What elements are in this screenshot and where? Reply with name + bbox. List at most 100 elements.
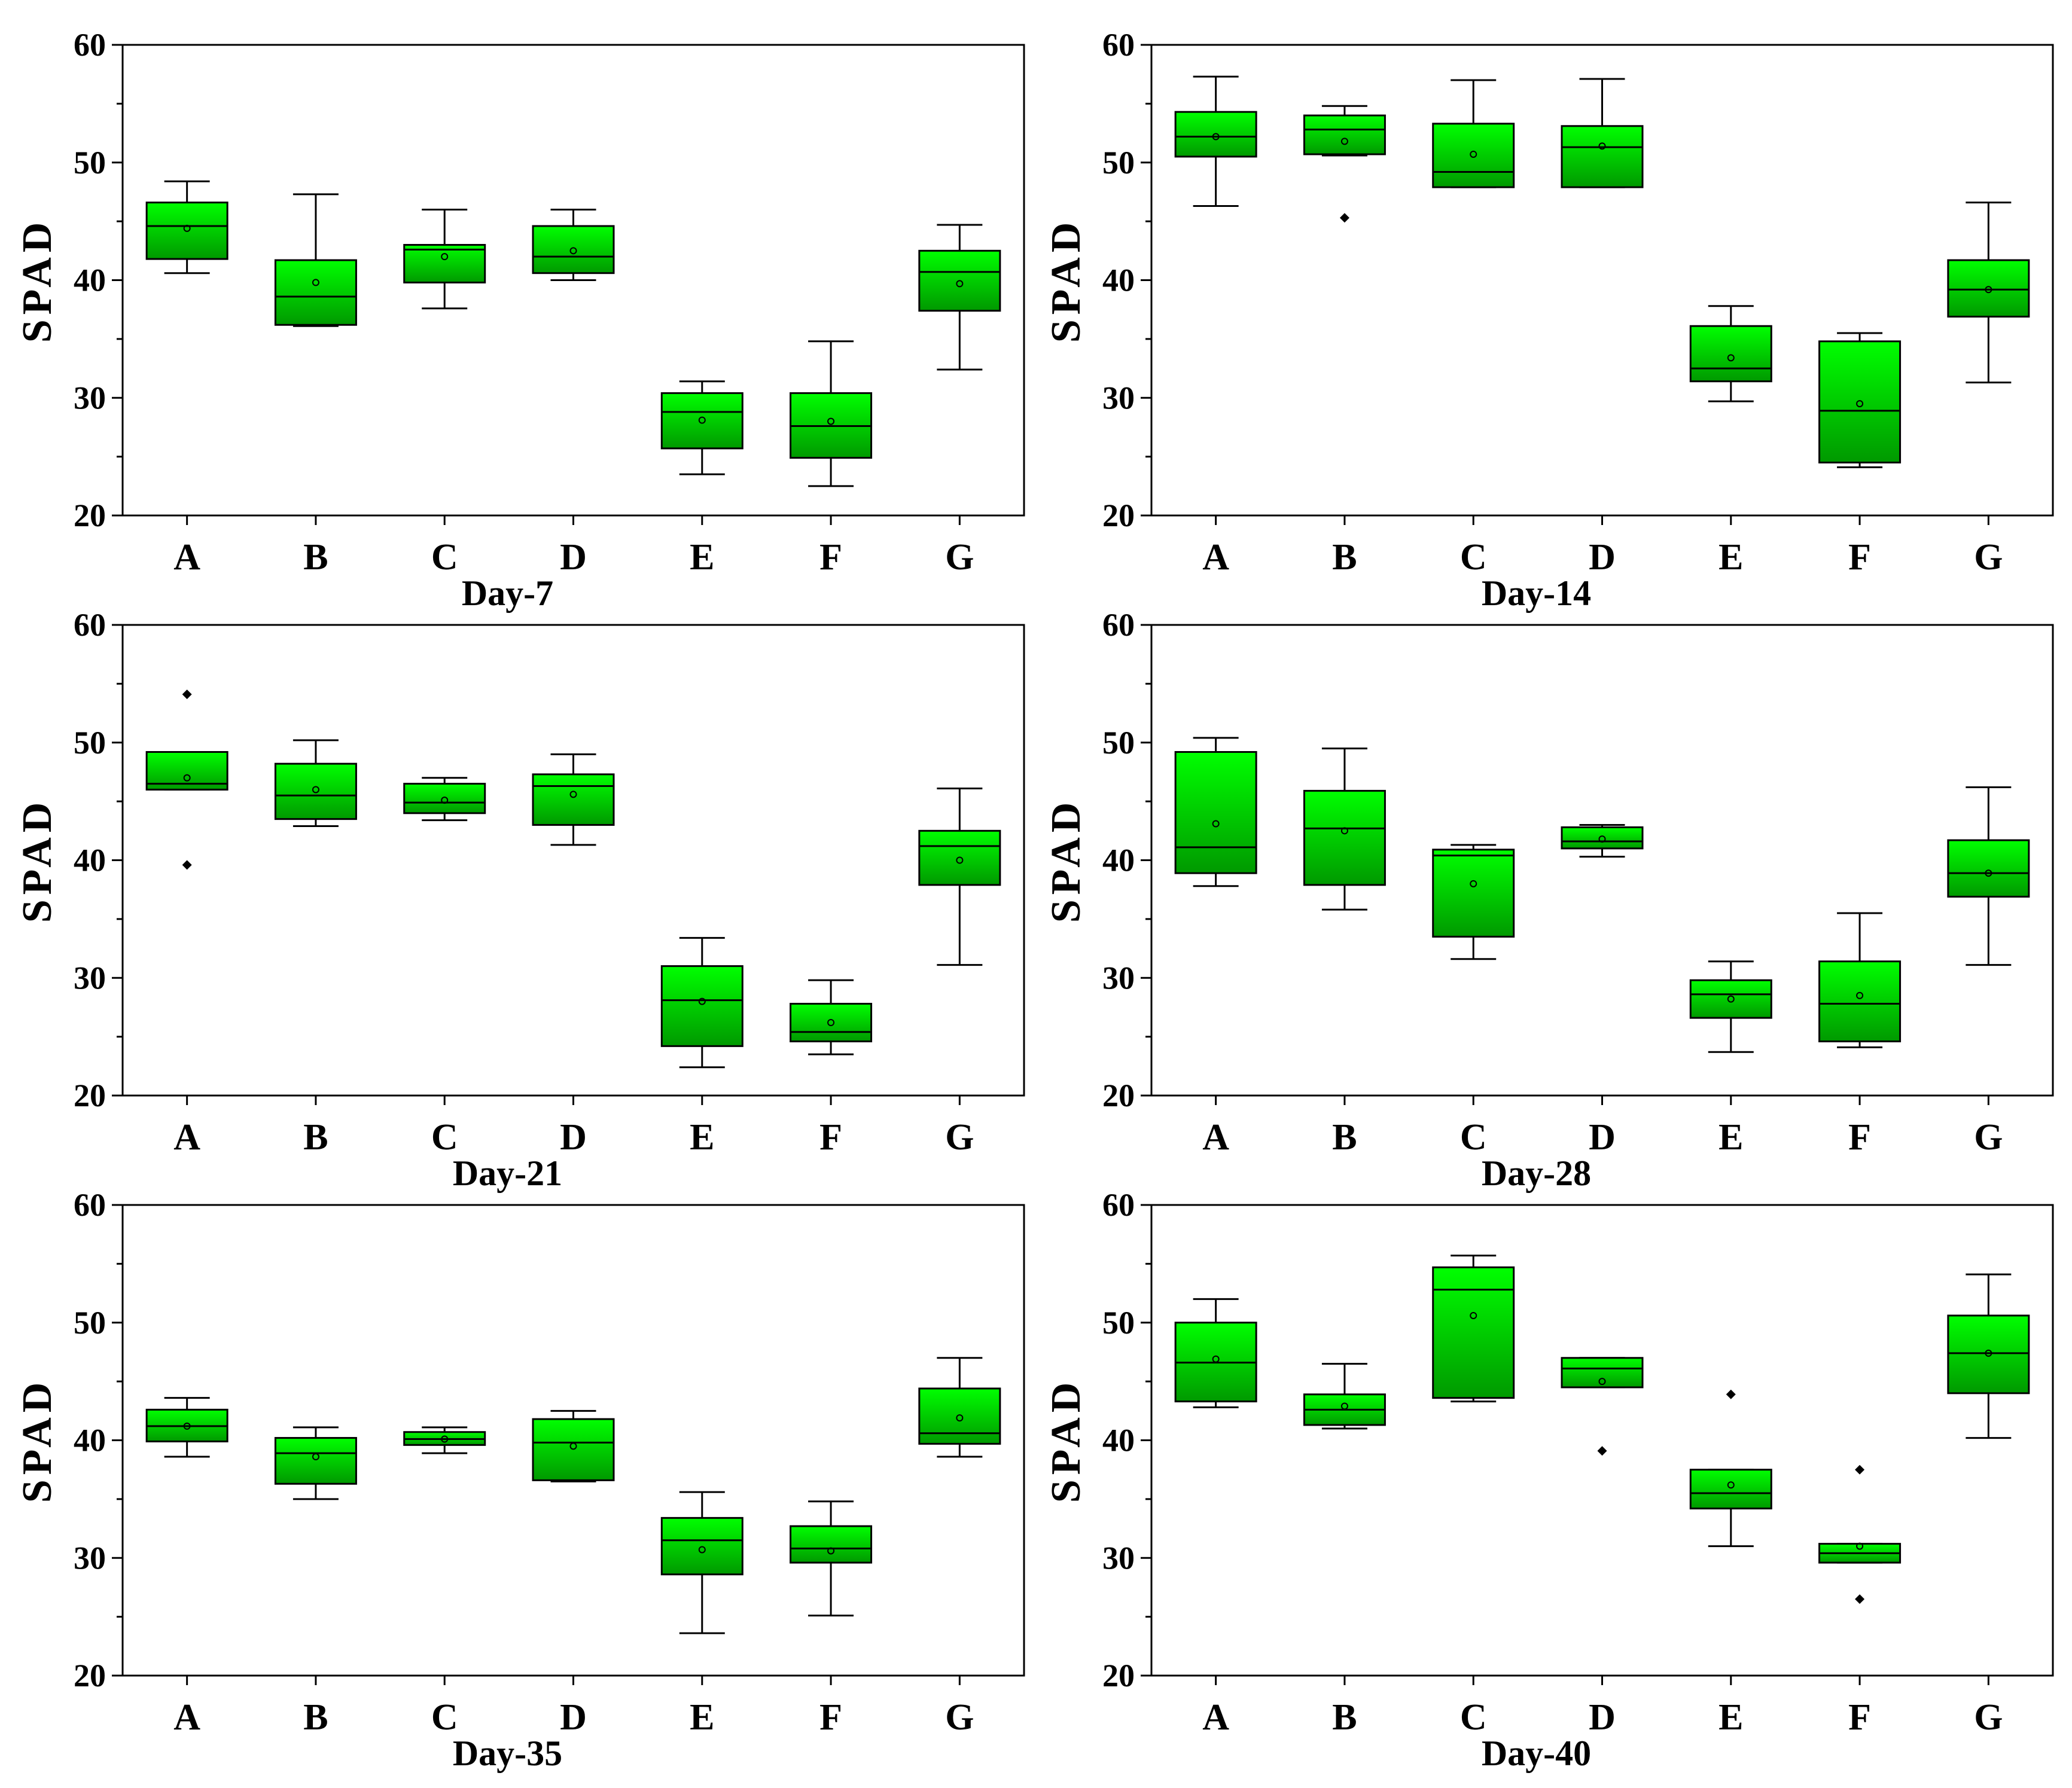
x-tick-label: A <box>1202 537 1229 578</box>
y-tick-label: 40 <box>74 263 106 298</box>
y-tick-label: 60 <box>74 1187 106 1223</box>
iqr-box <box>1432 123 1515 188</box>
outlier-point <box>182 860 192 870</box>
x-tick-label: D <box>1589 1117 1616 1158</box>
y-tick-label: 30 <box>74 960 106 996</box>
x-tick-label: F <box>1848 1697 1871 1738</box>
iqr-box <box>1561 826 1644 850</box>
x-tick-label: D <box>560 1117 587 1158</box>
mean-marker <box>1212 133 1220 141</box>
outlier-point <box>182 689 192 700</box>
iqr-box <box>532 225 615 274</box>
x-tick-label: C <box>1460 1697 1487 1738</box>
mean-marker <box>1856 991 1864 999</box>
box-a: A <box>1174 1298 1257 1738</box>
iqr-box <box>1174 750 1257 874</box>
iqr-box <box>1303 114 1386 155</box>
y-tick-label: 20 <box>74 1658 106 1694</box>
mean-marker <box>1856 400 1864 408</box>
y-tick-label: 50 <box>74 145 106 181</box>
x-tick-label: D <box>560 1697 587 1738</box>
x-tick-label: B <box>1332 537 1357 578</box>
box-c: C <box>403 777 486 1158</box>
mean-marker <box>698 997 706 1005</box>
x-tick-label: B <box>303 1117 328 1158</box>
box-e: E <box>660 1491 744 1738</box>
y-tick-label: 20 <box>74 1078 106 1113</box>
box-d: D <box>532 1409 615 1738</box>
mean-marker <box>956 280 964 288</box>
mean-marker <box>1470 880 1477 887</box>
mean-marker <box>956 856 964 864</box>
x-tick-label: B <box>303 1697 328 1738</box>
x-tick-label: E <box>1718 537 1743 578</box>
mean-marker <box>1340 1402 1348 1410</box>
box-a: A <box>145 689 228 1158</box>
x-tick-label: F <box>819 1117 842 1158</box>
outlier-point <box>1855 1594 1865 1604</box>
y-tick-label: 40 <box>1102 263 1135 298</box>
mean-marker <box>569 1442 577 1450</box>
x-tick-label: D <box>1589 537 1616 578</box>
mean-marker <box>1985 869 1992 877</box>
x-tick-label: F <box>1848 537 1871 578</box>
y-tick-label: 50 <box>1102 1305 1135 1341</box>
box-f: F <box>790 340 873 578</box>
mean-marker <box>441 1435 449 1443</box>
x-axis-title: Day-14 <box>1482 573 1591 613</box>
mean-marker <box>569 791 577 798</box>
chart-panel-day-40: 20 30 40 50 60 SPAD A B C D E F G Day-40 <box>1043 1187 2054 1773</box>
x-tick-label: F <box>1848 1117 1871 1158</box>
iqr-box <box>1947 1314 2030 1395</box>
chart-panel-day-7: 20 30 40 50 60 SPAD A B C D E F G Day-7 <box>14 27 1025 613</box>
x-tick-label: B <box>1332 1117 1357 1158</box>
mean-marker <box>1727 1481 1735 1489</box>
x-tick-label: E <box>1718 1117 1743 1158</box>
box-d: D <box>532 208 615 578</box>
outlier-point <box>1726 1389 1736 1399</box>
iqr-box <box>790 1003 873 1042</box>
box-a: A <box>1174 737 1257 1158</box>
mean-marker <box>183 1422 191 1430</box>
box-g: G <box>918 787 1001 1158</box>
iqr-box <box>1689 325 1772 383</box>
x-tick-label: G <box>1974 1697 2003 1738</box>
box-a: A <box>145 180 228 578</box>
plot-frame <box>121 624 1025 1097</box>
mean-marker <box>1727 995 1735 1003</box>
box-f: F <box>1818 912 1902 1158</box>
box-c: C <box>1432 844 1515 1158</box>
box-b: B <box>1303 747 1386 1158</box>
x-tick-label: D <box>560 537 587 578</box>
box-c: C <box>403 208 486 578</box>
y-tick-label: 60 <box>74 607 106 643</box>
iqr-box <box>1432 849 1515 938</box>
x-tick-label: C <box>431 1117 458 1158</box>
box-g: G <box>918 224 1001 578</box>
y-tick-label: 40 <box>74 1423 106 1459</box>
y-tick-label: 30 <box>74 1540 106 1576</box>
box-e: E <box>1689 1389 1772 1738</box>
box-c: C <box>1432 1255 1515 1738</box>
x-tick-label: F <box>819 537 842 578</box>
y-tick-label: 20 <box>1102 1658 1135 1694</box>
mean-marker <box>1598 142 1606 150</box>
mean-marker <box>441 797 449 804</box>
y-tick-label: 50 <box>1102 145 1135 181</box>
iqr-box <box>145 202 228 260</box>
mean-marker <box>1470 150 1477 158</box>
iqr-box <box>1432 1266 1515 1399</box>
y-tick-label: 20 <box>1102 498 1135 533</box>
iqr-box <box>1174 111 1257 158</box>
y-tick-label: 60 <box>1102 607 1135 643</box>
mean-marker <box>1340 827 1348 835</box>
iqr-box <box>790 1525 873 1564</box>
x-axis-title: Day-40 <box>1482 1734 1591 1773</box>
mean-marker <box>569 247 577 255</box>
x-tick-label: B <box>303 537 328 578</box>
box-d: D <box>1561 78 1644 578</box>
x-tick-label: D <box>1589 1697 1616 1738</box>
box-e: E <box>1689 960 1772 1158</box>
plot-frame <box>1150 1204 2054 1677</box>
y-tick-label: 50 <box>74 1305 106 1341</box>
